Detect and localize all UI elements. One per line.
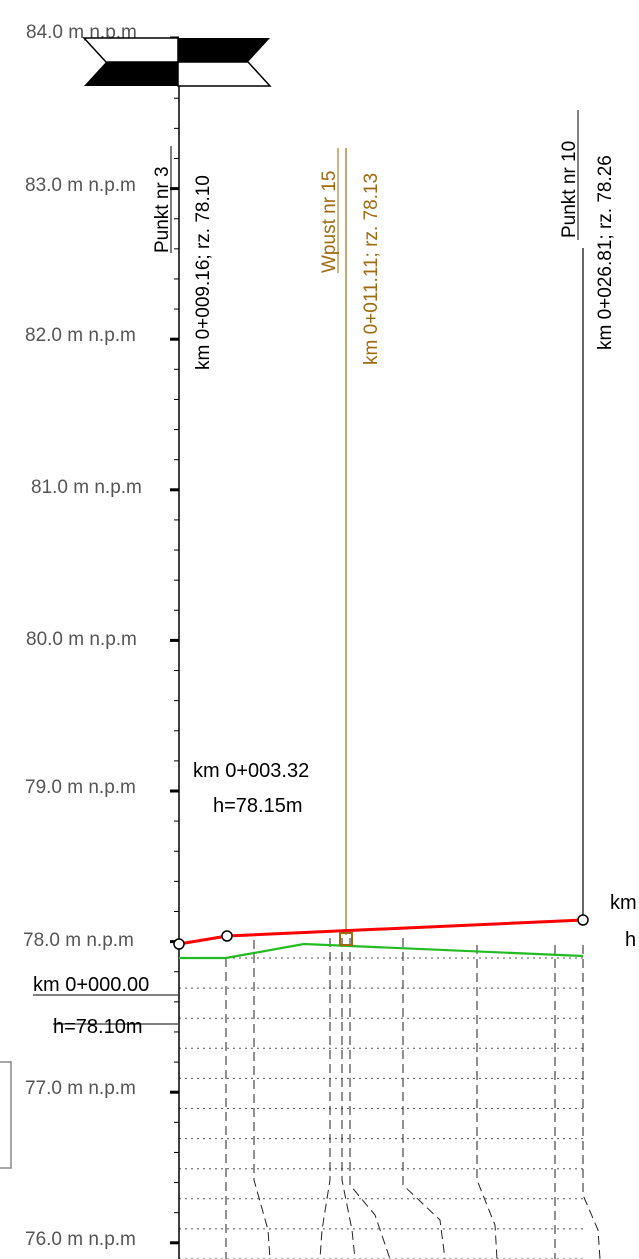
annotation-h: h — [625, 929, 636, 951]
level-label: 76.0 m n.p.m — [25, 1229, 136, 1250]
frame-bracket — [0, 1061, 12, 1169]
point-marker — [577, 914, 589, 926]
survey-marker-icon — [82, 37, 272, 87]
terrain-line — [179, 942, 584, 960]
point-marker — [173, 938, 185, 950]
annotation-km: km 0+003.32 — [193, 760, 309, 782]
level-label: 77.0 m n.p.m — [25, 1078, 136, 1099]
dashed-verticals — [225, 938, 601, 1259]
inlet-name: Wpust nr 15 — [319, 171, 340, 273]
point-10-station: km 0+026.81; rz. 78.26 — [595, 155, 616, 350]
level-label: 83.0 m n.p.m — [25, 175, 136, 196]
point-3-name: Punkt nr 3 — [152, 166, 173, 253]
annotation-km: km 0+000.00 — [33, 974, 149, 996]
point-3-station: km 0+009.16; rz. 78.10 — [193, 175, 214, 370]
inlet-station: km 0+011.11; rz. 78.13 — [361, 173, 382, 365]
inlet-marker — [339, 932, 353, 946]
annotation-km: km — [610, 892, 637, 914]
annotation-h: h=78.10m — [53, 1016, 143, 1038]
level-label: 82.0 m n.p.m — [25, 325, 136, 346]
design-line — [178, 918, 584, 946]
point-marker — [221, 930, 233, 942]
grid-rows — [179, 957, 583, 1259]
level-label: 79.0 m n.p.m — [25, 777, 136, 798]
level-label: 81.0 m n.p.m — [31, 477, 142, 498]
annotation-h: h=78.15m — [213, 795, 303, 817]
point-10-name: Punkt nr 10 — [559, 141, 580, 238]
level-label: 78.0 m n.p.m — [23, 930, 134, 951]
level-label: 80.0 m n.p.m — [26, 629, 137, 650]
